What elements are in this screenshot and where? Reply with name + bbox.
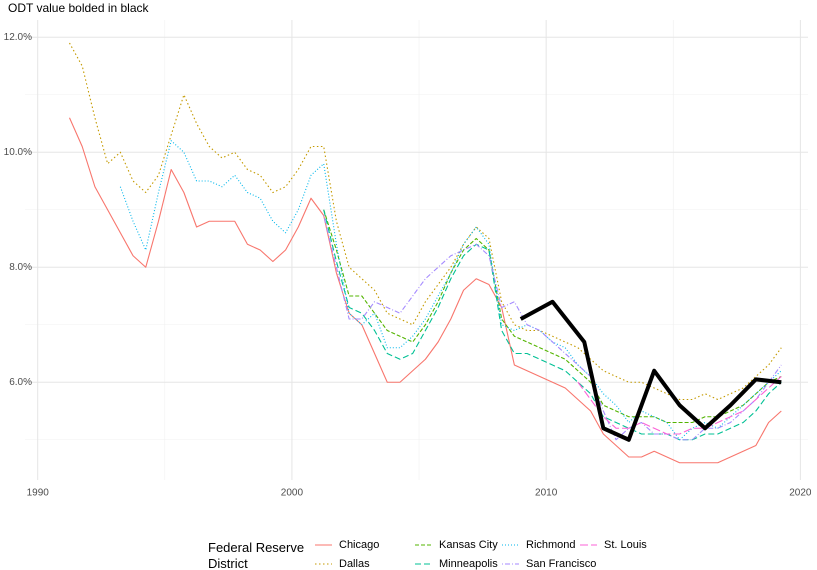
line [323, 209, 782, 441]
line [323, 215, 782, 441]
line [119, 140, 782, 441]
x-tick-label: 2010 [535, 488, 558, 499]
legend-label: St. Louis [604, 539, 647, 551]
y-tick-label: 12.0% [4, 32, 32, 43]
chart-title: ODT value bolded in black [8, 1, 150, 15]
line [323, 209, 782, 424]
line [519, 299, 782, 442]
legend-label: Dallas [339, 558, 370, 570]
legend-label: Chicago [339, 539, 379, 551]
legend-label: Richmond [526, 539, 576, 551]
line [68, 117, 782, 464]
x-tick-label: 1990 [27, 488, 50, 499]
legend-label: Kansas City [439, 539, 498, 551]
y-tick-label: 6.0% [9, 377, 32, 388]
y-tick-label: 8.0% [9, 262, 32, 273]
x-tick-label: 2000 [281, 488, 304, 499]
line [69, 42, 782, 401]
line [577, 376, 782, 435]
legend-title: Federal Reserve District [208, 540, 305, 570]
legend-label: San Francisco [526, 558, 596, 570]
legend-label: Minneapolis [439, 558, 498, 570]
x-tick-label: 2020 [789, 488, 812, 499]
y-tick-label: 10.0% [4, 147, 32, 158]
